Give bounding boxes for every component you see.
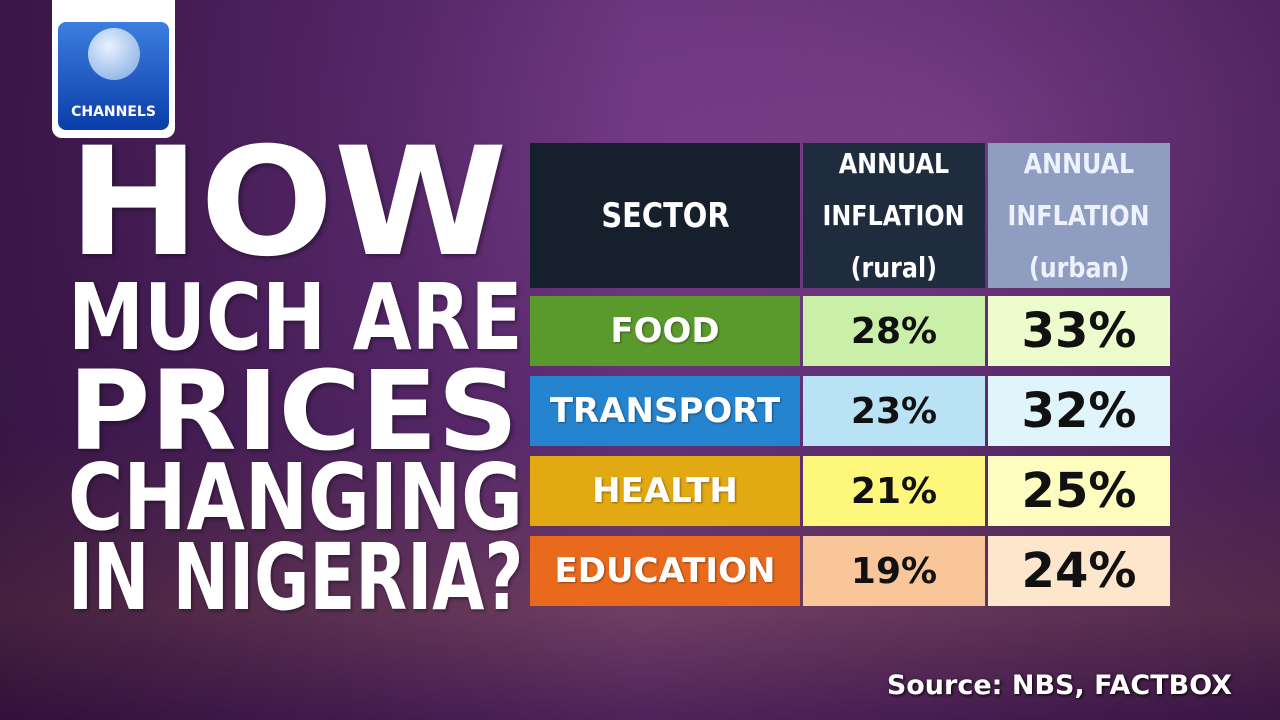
header-text: (rural) [850,250,938,284]
value-cell: 32% [988,376,1170,446]
header-cell: ANNUAL INFLATION (rural) [803,143,985,288]
header-text: SECTOR [600,195,730,236]
value-cell: 25% [988,456,1170,526]
value-cell: 23% [803,376,985,446]
value-cell: 21% [803,456,985,526]
logo-globe [88,28,140,80]
sector-cell: TRANSPORT [530,376,800,446]
header-cell: SECTOR [530,143,800,288]
value-cell: 28% [803,296,985,366]
header-text: ANNUAL [1023,146,1135,180]
title-line: MUCH ARE [68,264,523,371]
header-text: ANNUAL [838,146,950,180]
title-line: PRICES [68,347,519,475]
title-line: IN NIGERIA? [68,524,524,631]
title-line: HOW [68,116,508,290]
value-cell: 19% [803,536,985,606]
sector-cell: EDUCATION [530,536,800,606]
logo-label: CHANNELS [71,104,156,120]
source: Source: NBS, FACTBOX [886,670,1232,701]
sector-cell: HEALTH [530,456,800,526]
value-cell: 33% [988,296,1170,366]
logo: CHANNELS [52,0,175,138]
header-text: INFLATION [822,198,966,232]
header-text: (urban) [1028,250,1130,284]
header-cell: ANNUAL INFLATION (urban) [988,143,1170,288]
value-cell: 24% [988,536,1170,606]
sector-cell: FOOD [530,296,800,366]
title-line: CHANGING [68,444,523,551]
header-text: INFLATION [1007,198,1151,232]
logo-badge: CHANNELS [58,22,169,130]
